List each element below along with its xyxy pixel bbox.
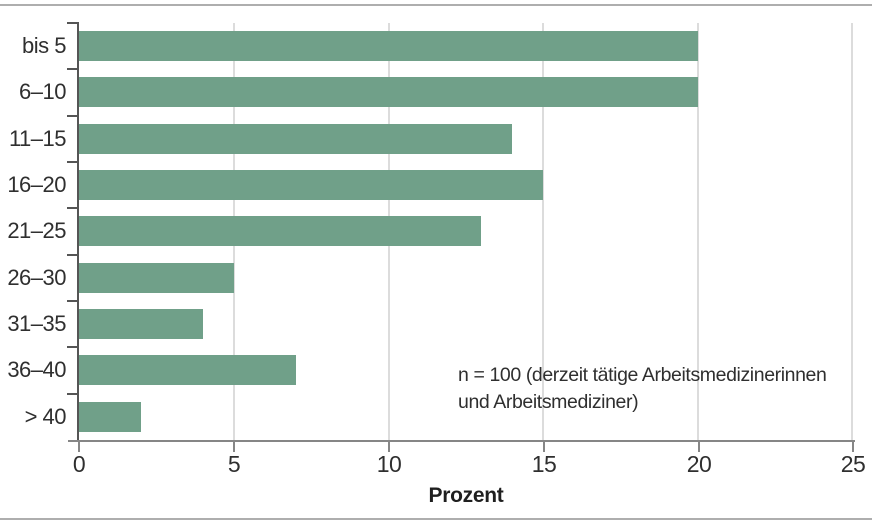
bar-row: > 40 xyxy=(25,392,853,440)
bar-16-20 xyxy=(79,169,544,200)
sample-size-annotation: n = 100 (derzeit tätige Arbeitsmediziner… xyxy=(458,362,872,416)
category-label: 31–35 xyxy=(7,310,66,336)
gridline-20 xyxy=(697,23,700,440)
category-label: 11–15 xyxy=(8,125,67,151)
category-label: 16–20 xyxy=(7,171,66,197)
x-tick-5 xyxy=(233,442,235,452)
y-axis-tick xyxy=(67,68,79,71)
y-axis-tick xyxy=(67,160,79,163)
y-axis-line xyxy=(77,23,79,442)
bar-row: 21–25 xyxy=(7,207,853,254)
top-border-line xyxy=(0,4,872,6)
gridline-25 xyxy=(851,23,853,440)
x-tick-label: 0 xyxy=(72,451,86,477)
bar-21-25 xyxy=(79,216,482,247)
category-label: 36–40 xyxy=(7,357,66,383)
category-label: 21–25 xyxy=(7,218,66,244)
bar-26-30 xyxy=(79,262,234,293)
bar-row: 31–35 xyxy=(7,299,853,347)
y-axis-tick xyxy=(67,207,79,210)
y-axis-tick xyxy=(67,22,79,24)
x-tick-label: 15 xyxy=(531,451,557,477)
x-tick-label: 10 xyxy=(376,451,402,477)
plot-area: bis 5 6–10 11–15 16–20 21–25 26–30 xyxy=(7,22,853,440)
annotation-line-1: n = 100 (derzeit tätige Arbeitsmediziner… xyxy=(458,364,827,386)
y-axis-tick xyxy=(67,253,79,256)
y-axis-tick xyxy=(67,392,79,395)
bar-row: 26–30 xyxy=(7,253,853,301)
gridline-15 xyxy=(542,23,545,440)
bar-36-40 xyxy=(79,355,296,386)
bar-row: 11–15 xyxy=(9,114,853,162)
bar-row: 16–20 xyxy=(7,160,853,208)
x-tick-label: 20 xyxy=(686,451,712,477)
y-axis-tick xyxy=(67,346,79,349)
x-tick-15 xyxy=(543,442,545,452)
x-tick-25 xyxy=(852,442,854,452)
bar-bis-5 xyxy=(79,31,699,61)
category-label: 26–30 xyxy=(7,264,66,290)
x-axis-title: Prozent xyxy=(428,484,504,507)
bar-row: bis 5 xyxy=(22,22,853,69)
bar-31-35 xyxy=(79,308,203,339)
x-tick-label: 25 xyxy=(840,451,866,477)
bottom-border-line xyxy=(0,518,872,520)
category-label: bis 5 xyxy=(22,33,66,58)
category-label: 6–10 xyxy=(19,79,66,105)
x-axis-line xyxy=(68,440,855,442)
y-axis-tick xyxy=(67,114,79,117)
bar-row: 6–10 xyxy=(19,68,853,115)
bar-11-15 xyxy=(79,123,513,154)
y-axis-tick xyxy=(67,299,79,302)
bar-6-10 xyxy=(79,77,699,108)
x-tick-0 xyxy=(78,442,80,452)
bar-row: 36–40 xyxy=(7,346,853,393)
x-tick-label: 5 xyxy=(227,451,241,477)
x-tick-20 xyxy=(698,442,700,452)
bar-gt-40 xyxy=(79,401,141,432)
category-label: > 40 xyxy=(24,403,67,429)
annotation-line-2: und Arbeitsmediziner) xyxy=(458,391,639,413)
x-tick-10 xyxy=(388,442,390,452)
